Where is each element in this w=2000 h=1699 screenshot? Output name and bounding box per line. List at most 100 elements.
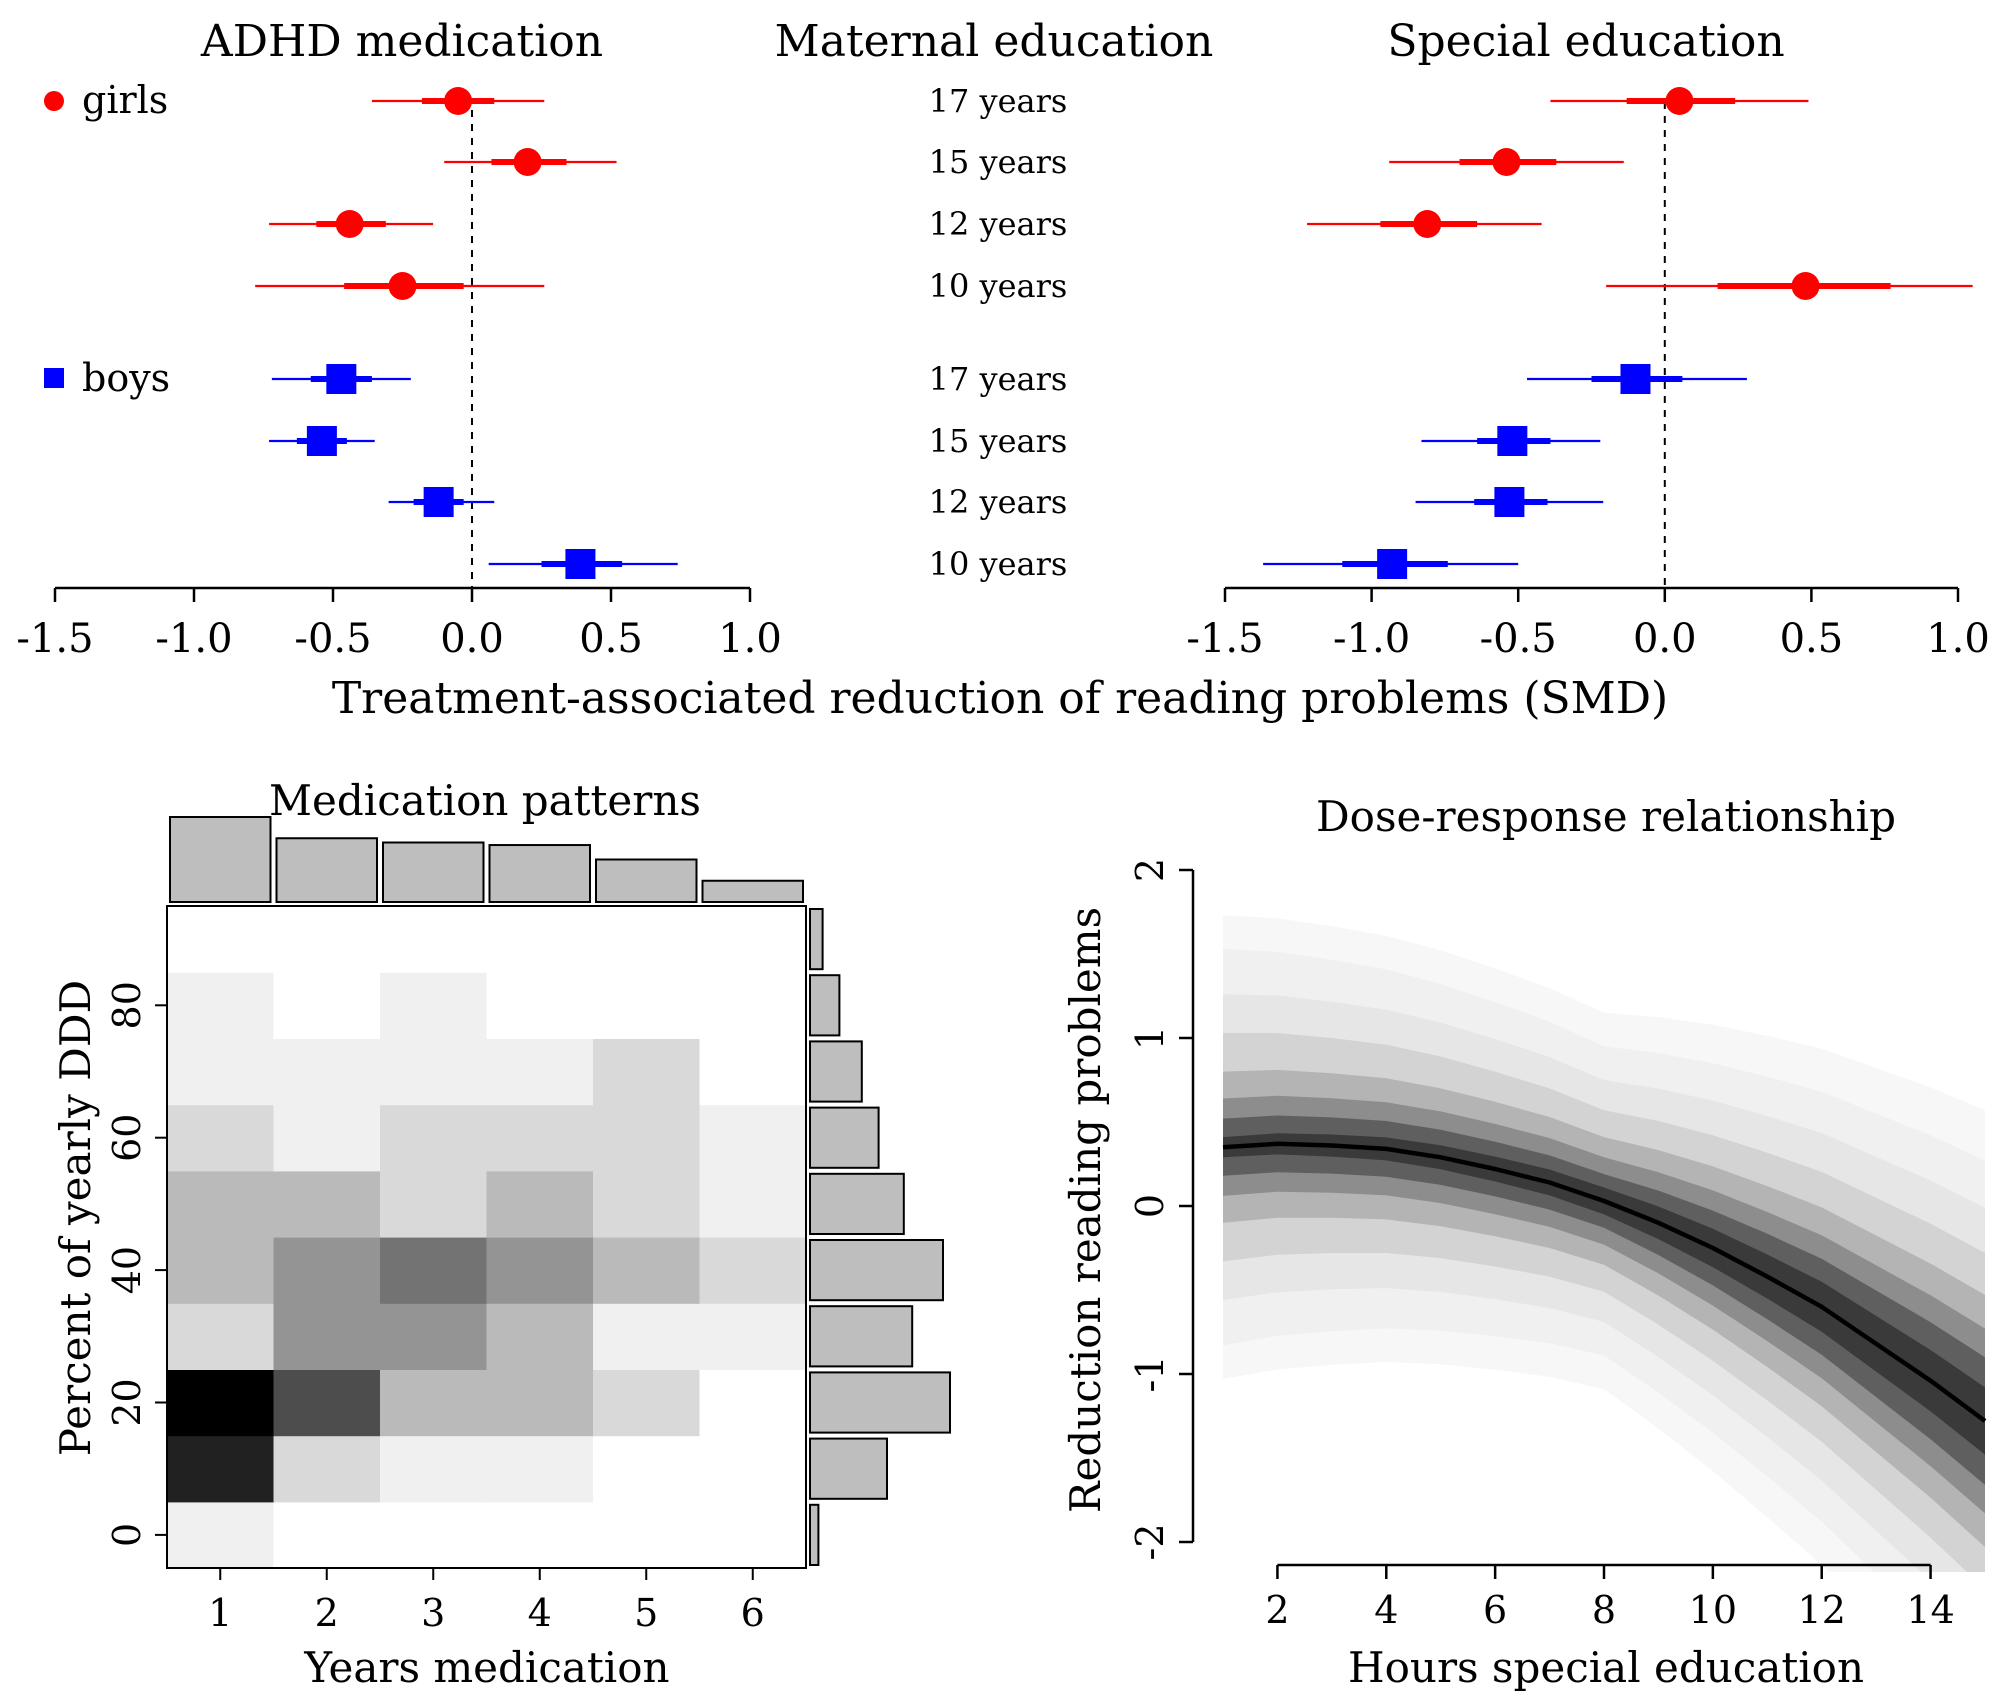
x-tick-label: 10	[1689, 1588, 1737, 1632]
y-tick-label: 0	[105, 1523, 149, 1547]
heatmap-cell	[273, 1170, 381, 1238]
maternal-education-row: 12 years	[929, 205, 1068, 243]
marginal-bar-y	[809, 1305, 914, 1368]
heatmap-cell	[699, 1104, 807, 1172]
heatmap-cell	[380, 1104, 488, 1172]
point-estimate-girls	[388, 272, 417, 300]
heatmap-cell	[699, 1435, 807, 1503]
x-tick-label: 4	[1374, 1588, 1398, 1632]
marginal-bar-y	[809, 1371, 951, 1434]
heatmap-cell	[380, 1501, 488, 1569]
marginal-bar-x	[488, 844, 591, 903]
heatmap-cell	[593, 972, 701, 1039]
x-tick-label: 0.5	[1780, 616, 1844, 662]
x-tick-label: -1.0	[1333, 616, 1410, 662]
heatmap-cell	[273, 1237, 381, 1304]
heatmap-cell	[699, 1369, 807, 1437]
point-estimate-boys	[1620, 364, 1651, 394]
x-tick-label: 0.0	[440, 616, 504, 662]
heatmap-cell	[380, 1038, 488, 1106]
x-tick-label: 2	[1265, 1588, 1289, 1632]
heatmap-cell	[380, 1237, 488, 1304]
heatmap-cell	[486, 972, 594, 1039]
heatmap-cell	[273, 972, 381, 1039]
x-tick-label: 1.0	[1926, 616, 1990, 662]
x-tick-label: 1.0	[718, 616, 782, 662]
shared-x-axis-label: Treatment-associated reduction of readin…	[332, 673, 1668, 724]
heatmap-cell	[486, 906, 594, 973]
heatmap-cell	[699, 1038, 807, 1106]
point-estimate-girls	[1413, 210, 1442, 238]
maternal-education-row: 10 years	[929, 267, 1068, 305]
heatmap-cell	[699, 1170, 807, 1238]
x-tick-label: 12	[1798, 1588, 1846, 1632]
point-estimate-girls	[1492, 148, 1521, 176]
y-tick-label: 0	[1128, 1194, 1172, 1218]
x-tick-label: -0.5	[1480, 616, 1557, 662]
heatmap-cell	[380, 1170, 488, 1238]
legend-girls-label: girls	[82, 78, 168, 122]
point-estimate-boys	[306, 426, 337, 456]
maternal-education-title: Maternal education	[775, 16, 1214, 67]
dose-x-label: Hours special education	[1348, 1643, 1864, 1692]
x-tick-label: 2	[315, 1591, 339, 1635]
legend-girls-marker	[44, 91, 64, 111]
heatmap-cell	[486, 1369, 594, 1437]
heatmap-cell	[593, 1435, 701, 1503]
heatmap-cell	[486, 1501, 594, 1569]
marginal-bar-x	[701, 879, 804, 903]
x-tick-label: -0.5	[294, 616, 371, 662]
heatmap-cell	[380, 972, 488, 1039]
y-tick-label: 40	[105, 1246, 149, 1294]
marginal-bar-x	[275, 837, 378, 903]
maternal-education-row: 17 years	[929, 360, 1068, 398]
heatmap-cell	[167, 1038, 275, 1106]
heatmap-cell	[167, 1435, 275, 1503]
heatmap-cell	[273, 1369, 381, 1437]
y-tick-label: 60	[105, 1114, 149, 1162]
heatmap-cell	[593, 1170, 701, 1238]
x-tick-label: 5	[634, 1591, 658, 1635]
x-tick-label: 3	[421, 1591, 445, 1635]
heatmap-cell	[167, 1303, 275, 1370]
heatmap-cell	[273, 1435, 381, 1503]
heatmap-cell	[699, 1501, 807, 1569]
heatmap-cell	[593, 1038, 701, 1106]
y-tick-label: -2	[1128, 1523, 1172, 1560]
heatmap-cell	[167, 1170, 275, 1238]
heatmap-cell	[699, 972, 807, 1039]
heatmap-cell	[380, 1369, 488, 1437]
x-tick-label: -1.5	[1186, 616, 1263, 662]
heatmap-cell	[593, 1501, 701, 1569]
maternal-education-row: 17 years	[929, 82, 1068, 120]
point-estimate-girls	[1791, 272, 1820, 300]
maternal-education-row: 12 years	[929, 483, 1068, 521]
heatmap-cell	[273, 1104, 381, 1172]
dose-title: Dose-response relationship	[1316, 792, 1896, 841]
heatmap-frame	[166, 905, 807, 1569]
heatmap-cell	[486, 1303, 594, 1370]
dose-response-line	[1222, 1141, 1987, 1423]
heatmap-cell	[486, 1435, 594, 1503]
marginal-bar-y	[809, 1106, 880, 1169]
x-tick-label: 1	[208, 1591, 232, 1635]
heatmap-x-label: Years medication	[303, 1643, 669, 1692]
heatmap-cell	[593, 1237, 701, 1304]
legend-boys-marker	[44, 368, 64, 388]
maternal-education-row: 15 years	[929, 422, 1068, 460]
heatmap-cell	[167, 1369, 275, 1437]
heatmap-cell	[593, 1303, 701, 1370]
x-tick-label: 4	[528, 1591, 552, 1635]
marginal-bar-y	[809, 1040, 863, 1103]
point-estimate-boys	[423, 487, 454, 517]
point-estimate-boys	[1497, 426, 1528, 456]
marginal-bar-x	[595, 858, 698, 903]
heatmap-y-label: Percent of yearly DDD	[51, 980, 100, 1456]
maternal-education-row: 10 years	[929, 545, 1068, 583]
x-tick-label: 0.5	[579, 616, 643, 662]
y-tick-label: -1	[1128, 1355, 1172, 1392]
heatmap-cell	[486, 1038, 594, 1106]
marginal-bar-y	[809, 1239, 944, 1302]
dose-bands	[1223, 915, 1985, 1572]
